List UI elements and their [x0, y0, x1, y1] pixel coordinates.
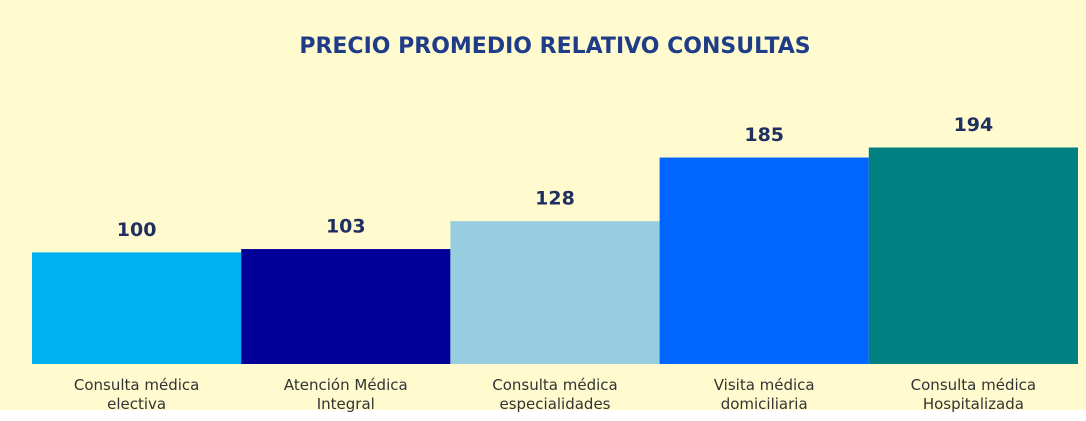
x-tick-label: Consulta médica especialidades — [492, 376, 618, 413]
bar — [241, 249, 451, 364]
value-label: 100 — [117, 219, 157, 241]
chart-title: PRECIO PROMEDIO RELATIVO CONSULTAS — [299, 34, 810, 59]
chart-svg: PRECIO PROMEDIO RELATIVO CONSULTAS 100 10… — [32, 34, 1078, 364]
value-label: 103 — [326, 216, 366, 238]
x-tick-label: Visita médica domiciliaria — [713, 376, 815, 413]
x-tick-label: Atención Médica Integral — [283, 376, 408, 413]
bar — [32, 252, 242, 364]
value-label: 185 — [744, 124, 784, 146]
x-tick-label: Consulta médica electiva — [73, 376, 200, 413]
bar — [659, 157, 869, 364]
bar — [868, 147, 1078, 364]
value-label: 128 — [535, 188, 575, 210]
value-label: 194 — [954, 114, 994, 136]
x-tick-label: Consulta médica Hospitalizada — [910, 376, 1037, 413]
bar — [450, 221, 660, 364]
